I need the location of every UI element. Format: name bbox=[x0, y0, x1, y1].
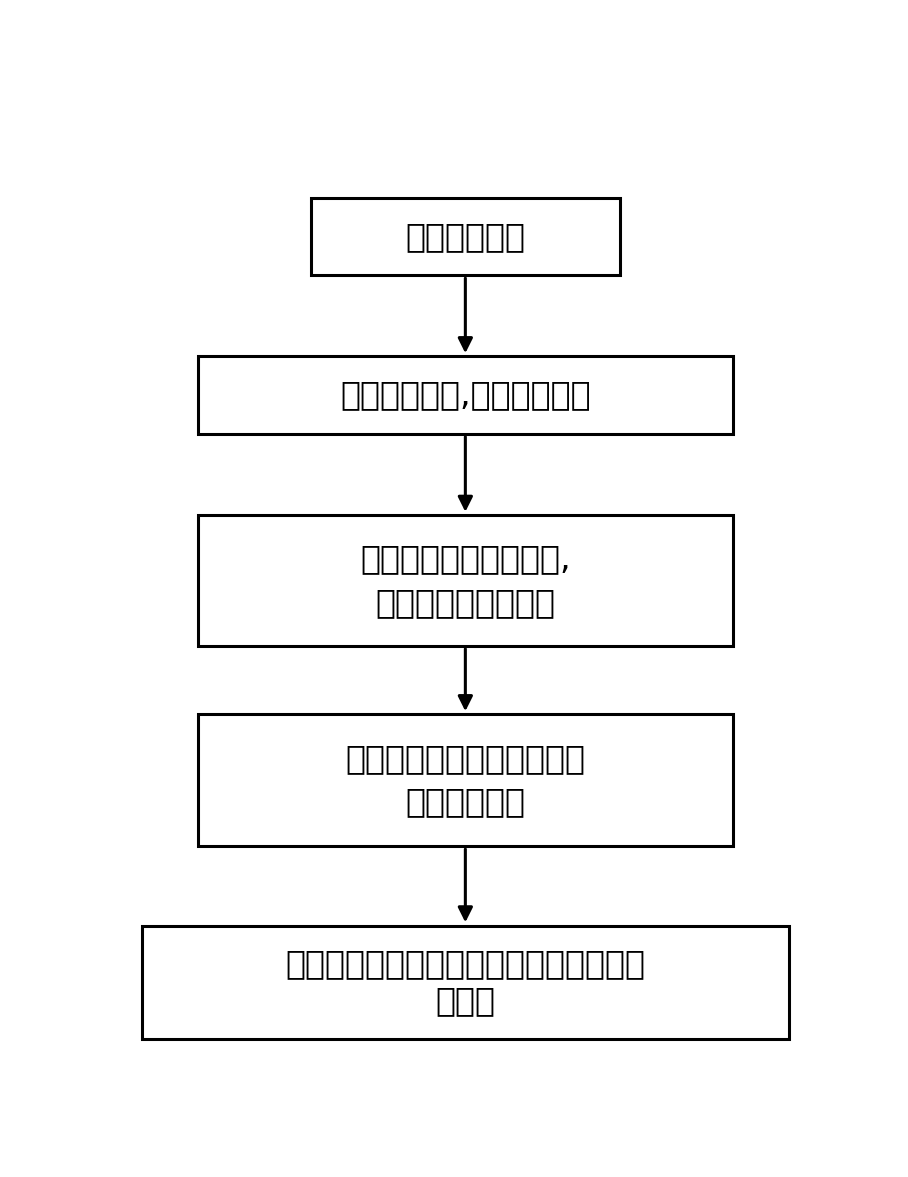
Text: 样条性能参数: 样条性能参数 bbox=[405, 785, 526, 818]
Text: 的差异: 的差异 bbox=[435, 984, 496, 1017]
Text: 采集试验过程的图像: 采集试验过程的图像 bbox=[375, 586, 556, 619]
Bar bbox=[142, 925, 789, 1039]
Text: 制作试样样条: 制作试样样条 bbox=[405, 220, 526, 253]
Text: 调试加载装置,夹持试样样条: 调试加载装置,夹持试样样条 bbox=[340, 379, 591, 412]
Bar bbox=[198, 516, 733, 646]
Text: 对图像进行处理，得出试样: 对图像进行处理，得出试样 bbox=[345, 742, 586, 774]
Bar bbox=[198, 357, 733, 433]
Bar bbox=[198, 714, 733, 846]
Bar bbox=[311, 198, 620, 275]
Text: 分析不同构建取向的在试样样条力学性能: 分析不同构建取向的在试样样条力学性能 bbox=[285, 947, 646, 980]
Text: 进行力学性能检测试验,: 进行力学性能检测试验, bbox=[360, 543, 570, 576]
